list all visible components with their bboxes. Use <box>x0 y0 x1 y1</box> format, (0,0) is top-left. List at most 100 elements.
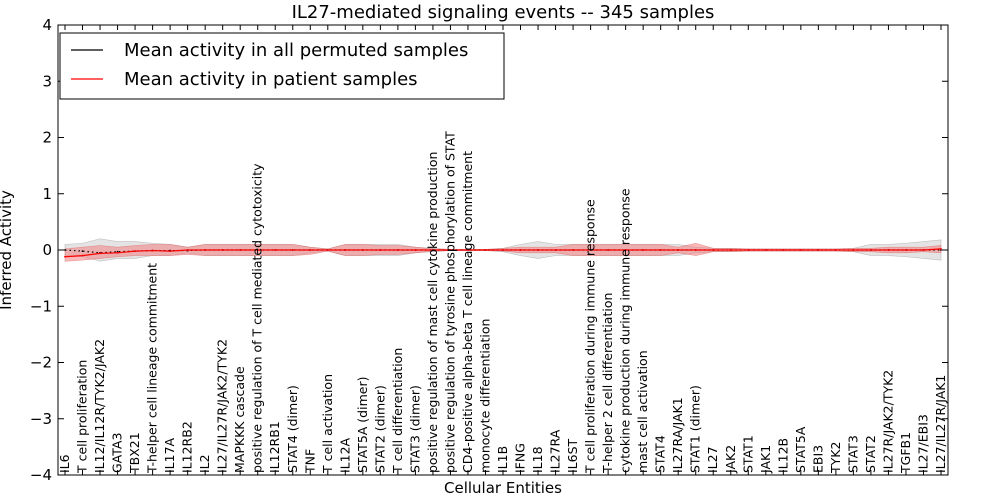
category-label: T-helper 2 cell differentiation <box>600 293 615 474</box>
point-patient <box>817 249 820 251</box>
category-label: cytokine production during immune respon… <box>618 188 633 473</box>
point-patient <box>64 255 66 258</box>
category-label: MAPKKK cascade <box>232 366 247 473</box>
category-label: TNF <box>302 449 317 474</box>
category-label: GATA3 <box>110 433 125 473</box>
point-patient <box>642 249 645 251</box>
point-patient <box>659 249 662 251</box>
point-permuted <box>81 250 84 253</box>
category-label: positive regulation of T cell mediated c… <box>250 163 265 473</box>
y-axis-ticks: −4 −3 −2 −1 0 1 2 3 4 <box>30 16 948 484</box>
category-label: positive regulation of tyrosine phosphor… <box>442 131 457 473</box>
category-label: IFNG <box>513 443 528 473</box>
point-patient <box>677 249 680 251</box>
category-label: TYK2 <box>828 442 843 474</box>
point-patient <box>519 249 522 251</box>
point-patient <box>729 249 732 251</box>
category-label: STAT5A (dimer) <box>355 377 370 473</box>
y-tick-label: −3 <box>30 410 52 428</box>
point-patient <box>204 249 207 251</box>
category-label: IL18 <box>530 446 545 473</box>
y-axis-label: Inferred Activity <box>0 190 15 310</box>
point-patient <box>852 249 855 251</box>
point-patient <box>554 249 557 251</box>
category-label: IL17A <box>162 437 177 473</box>
legend-label-permuted: Mean activity in all permuted samples <box>124 40 468 61</box>
chart-title: IL27-mediated signaling events -- 345 sa… <box>292 2 715 23</box>
point-patient <box>361 249 364 251</box>
category-label: STAT3 (dimer) <box>407 385 422 473</box>
point-patient <box>589 249 592 251</box>
point-patient <box>186 249 189 251</box>
point-patient <box>764 249 767 251</box>
point-patient <box>537 249 539 251</box>
point-patient <box>239 249 242 251</box>
point-patient <box>782 249 785 251</box>
x-axis-label: Cellular Entities <box>444 479 562 497</box>
point-patient <box>81 254 84 257</box>
point-patient <box>607 249 610 251</box>
category-label: STAT4 <box>653 435 668 473</box>
category-label: T cell activation <box>320 374 335 474</box>
point-patient <box>624 249 627 251</box>
point-patient <box>922 249 925 251</box>
category-label: T cell differentiation <box>390 348 405 474</box>
category-label: IL6ST <box>565 438 580 473</box>
point-patient <box>309 249 312 251</box>
y-tick-label: −2 <box>30 354 52 372</box>
category-label: JAK2 <box>723 445 738 474</box>
category-label: STAT5A <box>793 426 808 473</box>
plot-frame <box>57 24 949 476</box>
category-label: T-helper cell lineage commitment <box>145 263 160 474</box>
point-patient <box>449 249 452 251</box>
series-lines <box>64 247 942 258</box>
legend-box <box>59 32 505 100</box>
y-tick-label: −1 <box>30 297 52 315</box>
point-patient <box>134 250 136 253</box>
category-label: IL27RA/JAK1 <box>670 397 685 473</box>
category-label: IL6 <box>57 454 72 473</box>
category-label: EBI3 <box>810 445 825 473</box>
category-label: JAK1 <box>758 445 773 474</box>
y-tick-label: 4 <box>42 16 52 34</box>
category-label: STAT3 <box>845 435 860 473</box>
category-label: IL12/IL12R/TYK2/JAK2 <box>92 339 107 473</box>
y-tick-label: 0 <box>42 241 52 259</box>
category-label: IL12RB2 <box>180 421 195 473</box>
point-patient <box>747 249 750 251</box>
point-patient <box>169 250 172 253</box>
y-tick-label: −4 <box>30 466 52 484</box>
category-label: positive regulation of mast cell cytokin… <box>425 152 440 473</box>
category-label: STAT2 <box>863 435 878 473</box>
category-label: STAT1 (dimer) <box>688 385 703 473</box>
category-label: monocyte differentiation <box>477 319 492 473</box>
category-label: mast cell activation <box>635 350 650 473</box>
category-label: IL27/EBI3 <box>915 414 930 473</box>
point-patient <box>467 249 469 251</box>
category-label: STAT4 (dimer) <box>285 385 300 473</box>
point-permuted <box>64 249 66 251</box>
y-tick-label: 1 <box>42 185 52 203</box>
category-label: TGFB1 <box>898 432 913 474</box>
point-patient <box>99 252 101 255</box>
category-label: IL12B <box>775 438 790 473</box>
point-patient <box>116 251 119 254</box>
point-patient <box>344 249 347 251</box>
category-label: STAT1 <box>740 435 755 473</box>
y-tick-label: 3 <box>42 72 52 90</box>
y-tick-label: 2 <box>42 129 52 147</box>
point-patient <box>887 249 890 251</box>
point-patient <box>432 249 434 251</box>
point-patient <box>291 249 294 251</box>
category-label: IL27 <box>705 446 720 473</box>
legend-label-patient: Mean activity in patient samples <box>124 69 418 90</box>
point-patient <box>712 249 715 251</box>
point-patient <box>396 249 399 251</box>
category-label: T cell proliferation <box>75 360 90 474</box>
category-label: IL2 <box>197 454 212 473</box>
point-patient <box>870 249 872 251</box>
point-patient <box>940 247 942 250</box>
category-label: IL12A <box>337 437 352 473</box>
category-label: IL27/IL27R/JAK2/TYK2 <box>215 339 230 473</box>
